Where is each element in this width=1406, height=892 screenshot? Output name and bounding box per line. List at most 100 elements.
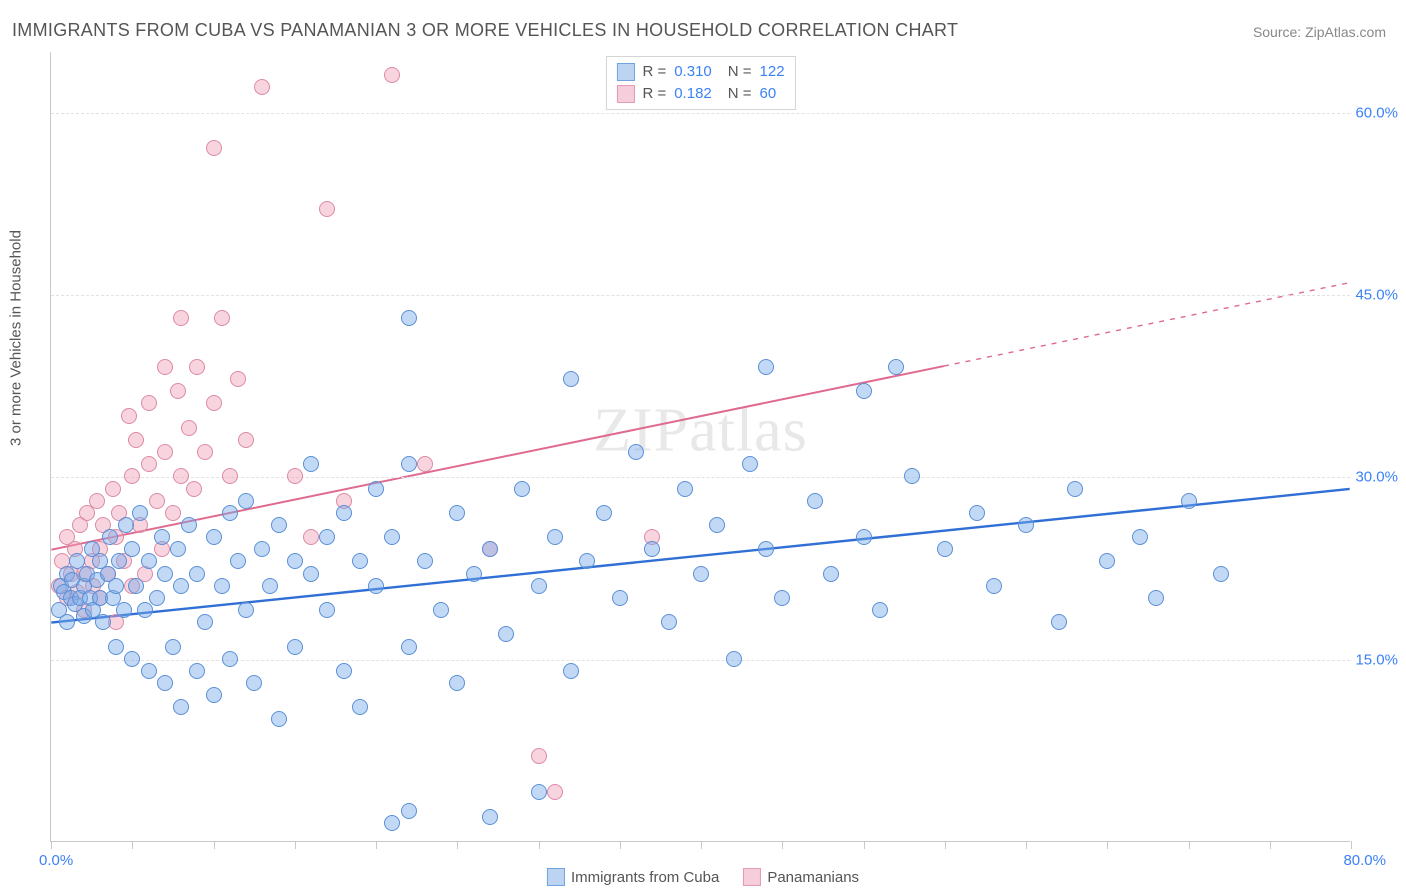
x-tick (782, 841, 783, 849)
scatter-point (206, 687, 222, 703)
legend-r-label: R = (642, 61, 666, 83)
scatter-point (189, 359, 205, 375)
scatter-point (170, 383, 186, 399)
scatter-point (726, 651, 742, 667)
x-tick (945, 841, 946, 849)
y-axis-title: 3 or more Vehicles in Household (8, 230, 25, 446)
x-tick (132, 841, 133, 849)
legend-r-label: R = (642, 83, 666, 105)
scatter-point (482, 541, 498, 557)
x-axis-max-label: 80.0% (1343, 852, 1386, 869)
scatter-point (417, 456, 433, 472)
scatter-point (271, 517, 287, 533)
scatter-point (774, 590, 790, 606)
scatter-point (969, 505, 985, 521)
scatter-point (531, 784, 547, 800)
scatter-plot: ZIPatlas R = 0.310 N = 122 R = 0.182 N =… (50, 52, 1350, 842)
scatter-point (417, 553, 433, 569)
scatter-point (531, 748, 547, 764)
scatter-point (856, 529, 872, 545)
y-tick-label: 60.0% (1355, 104, 1398, 121)
scatter-point (449, 675, 465, 691)
scatter-point (230, 371, 246, 387)
gridline (51, 295, 1350, 296)
chart-title: IMMIGRANTS FROM CUBA VS PANAMANIAN 3 OR … (12, 20, 958, 41)
scatter-point (287, 468, 303, 484)
scatter-point (186, 481, 202, 497)
scatter-point (531, 578, 547, 594)
scatter-point (336, 663, 352, 679)
gridline (51, 660, 1350, 661)
series-legend: Immigrants from Cuba Panamanians (547, 868, 859, 886)
scatter-point (222, 468, 238, 484)
scatter-point (222, 651, 238, 667)
x-tick (457, 841, 458, 849)
legend-item-panama: Panamanians (743, 868, 859, 886)
scatter-point (401, 639, 417, 655)
legend-label-cuba: Immigrants from Cuba (571, 869, 719, 886)
scatter-point (173, 578, 189, 594)
scatter-point (238, 432, 254, 448)
scatter-point (482, 809, 498, 825)
x-tick (1189, 841, 1190, 849)
scatter-point (384, 815, 400, 831)
scatter-point (197, 614, 213, 630)
scatter-point (157, 444, 173, 460)
scatter-point (102, 529, 118, 545)
x-tick (376, 841, 377, 849)
scatter-point (433, 602, 449, 618)
scatter-point (872, 602, 888, 618)
x-tick (1026, 841, 1027, 849)
legend-n-label: N = (728, 83, 752, 105)
scatter-point (466, 566, 482, 582)
source-label: Source: ZipAtlas.com (1253, 24, 1386, 40)
scatter-point (206, 140, 222, 156)
scatter-point (401, 803, 417, 819)
scatter-point (116, 602, 132, 618)
scatter-point (401, 456, 417, 472)
scatter-point (677, 481, 693, 497)
legend-swatch-panama (743, 868, 761, 886)
scatter-point (596, 505, 612, 521)
scatter-point (352, 699, 368, 715)
correlation-legend: R = 0.310 N = 122 R = 0.182 N = 60 (605, 56, 795, 110)
scatter-point (157, 675, 173, 691)
scatter-point (206, 395, 222, 411)
scatter-point (693, 566, 709, 582)
scatter-point (1018, 517, 1034, 533)
scatter-point (141, 456, 157, 472)
legend-label-panama: Panamanians (767, 869, 859, 886)
scatter-point (189, 566, 205, 582)
scatter-point (118, 517, 134, 533)
scatter-point (612, 590, 628, 606)
watermark: ZIPatlas (593, 395, 808, 466)
legend-row-panama: R = 0.182 N = 60 (616, 83, 784, 105)
scatter-point (401, 310, 417, 326)
scatter-point (1148, 590, 1164, 606)
scatter-point (514, 481, 530, 497)
x-tick (1270, 841, 1271, 849)
x-tick (864, 841, 865, 849)
scatter-point (149, 590, 165, 606)
scatter-point (189, 663, 205, 679)
scatter-point (89, 493, 105, 509)
x-tick (539, 841, 540, 849)
scatter-point (384, 529, 400, 545)
scatter-point (661, 614, 677, 630)
scatter-point (246, 675, 262, 691)
scatter-point (59, 614, 75, 630)
scatter-point (238, 493, 254, 509)
scatter-point (904, 468, 920, 484)
scatter-point (547, 529, 563, 545)
scatter-point (986, 578, 1002, 594)
legend-swatch-cuba (547, 868, 565, 886)
scatter-point (563, 371, 579, 387)
legend-swatch-cuba (616, 63, 634, 81)
scatter-point (303, 456, 319, 472)
legend-n-label: N = (728, 61, 752, 83)
scatter-point (1132, 529, 1148, 545)
scatter-point (137, 602, 153, 618)
scatter-point (141, 663, 157, 679)
scatter-point (254, 79, 270, 95)
scatter-point (1067, 481, 1083, 497)
